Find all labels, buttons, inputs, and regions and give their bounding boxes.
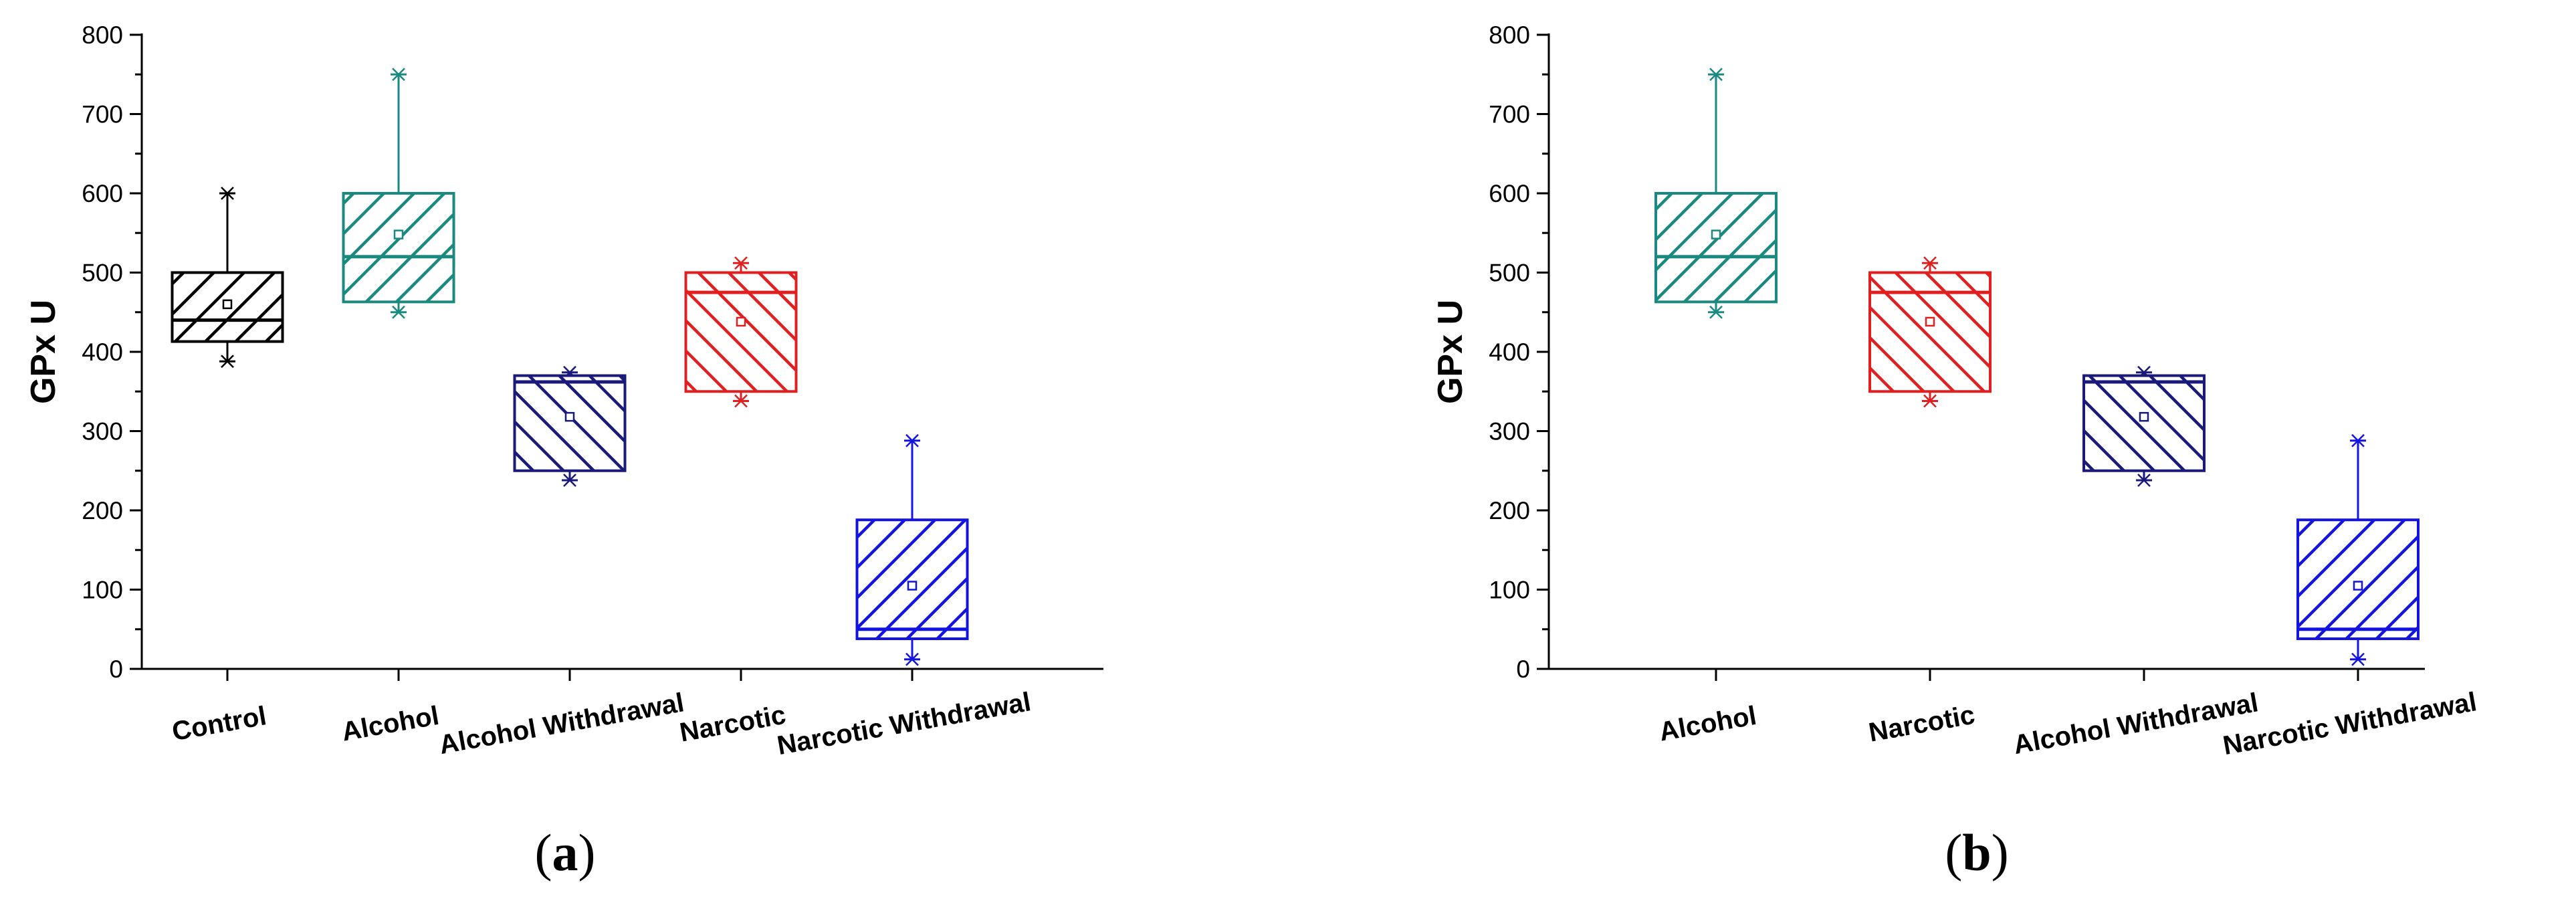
y-tick-label: 100 — [82, 577, 123, 604]
y-tick-label: 500 — [82, 260, 123, 287]
min-marker — [905, 652, 919, 666]
box-chart-a: 0 100 200 300 400 500 600 700 800 GPx U Control Alc… — [24, 21, 1103, 761]
box-narcotic-withdrawal — [2296, 433, 2420, 666]
mean-marker — [2139, 411, 2149, 422]
min-marker — [1709, 305, 1723, 319]
min-marker — [563, 474, 576, 487]
box-chart-b: 0 100 200 300 400 500 600 700 800 GPx U Alcohol Nar… — [1431, 21, 2479, 761]
y-tick-label: 0 — [109, 656, 123, 683]
y-tick-label: 100 — [1489, 577, 1530, 604]
max-marker — [392, 68, 405, 82]
x-tick-label: Control — [170, 701, 269, 746]
mean-marker — [393, 229, 404, 239]
min-marker — [221, 355, 234, 369]
y-tick-label: 300 — [1489, 418, 1530, 445]
y-tick-label: 400 — [1489, 338, 1530, 366]
x-tick-label: Alcohol — [340, 701, 441, 747]
box-alcohol — [342, 68, 455, 319]
box-alcohol — [1654, 68, 1778, 319]
y-tick-label: 700 — [82, 101, 123, 128]
x-tick-label: Narcotic — [677, 700, 788, 748]
iqr-box — [1654, 192, 1778, 304]
iqr-box — [2082, 374, 2206, 472]
box-narcotic — [1868, 256, 1992, 408]
mean-marker — [2353, 581, 2363, 591]
mean-marker — [736, 316, 746, 327]
box-narcotic — [684, 256, 798, 408]
max-marker — [1923, 256, 1937, 270]
y-tick-label: 600 — [1489, 180, 1530, 207]
iqr-box — [2296, 518, 2420, 640]
panel-label-a: (a) — [534, 823, 596, 882]
box-control — [171, 187, 284, 369]
mean-marker — [1711, 229, 1721, 239]
y-axis-label: GPx U — [24, 300, 63, 404]
max-marker — [2351, 433, 2365, 447]
min-marker — [1923, 394, 1937, 408]
x-tick-label: Narcotic — [1866, 700, 1977, 748]
box-alcohol-withdrawal — [2082, 365, 2206, 487]
box-alcohol-withdrawal — [513, 365, 627, 487]
max-marker — [1709, 68, 1723, 82]
iqr-box — [513, 374, 627, 472]
mean-marker — [907, 581, 918, 591]
y-tick-label: 500 — [1489, 260, 1530, 287]
x-tick-label: Alcohol Withdrawal — [2011, 688, 2260, 760]
min-marker — [734, 394, 748, 408]
min-marker — [2137, 474, 2151, 487]
y-tick-label: 0 — [1516, 656, 1530, 683]
y-tick-label: 400 — [82, 338, 123, 366]
y-tick-label: 600 — [82, 180, 123, 207]
x-tick-label: Alcohol — [1657, 701, 1759, 747]
x-tick-label: Narcotic Withdrawal — [775, 687, 1033, 761]
y-tick-label: 200 — [82, 497, 123, 524]
mean-marker — [222, 299, 233, 310]
max-marker — [734, 256, 748, 270]
y-tick-label: 700 — [1489, 101, 1530, 128]
iqr-box — [855, 518, 969, 640]
max-marker — [905, 433, 919, 447]
y-axis-label: GPx U — [1431, 300, 1470, 404]
y-tick-label: 200 — [1489, 497, 1530, 524]
y-tick-label: 300 — [82, 418, 123, 445]
iqr-box — [342, 192, 455, 304]
mean-marker — [1925, 316, 1935, 327]
y-tick-label: 800 — [82, 21, 123, 49]
panel-b: 0 100 200 300 400 500 600 700 800 GPx U Alcohol Nar… — [1288, 0, 2576, 905]
min-marker — [2351, 652, 2365, 666]
min-marker — [392, 305, 405, 319]
iqr-box — [1868, 271, 1992, 393]
panel-label-b: (b) — [1945, 823, 2009, 882]
x-tick-label: Alcohol Withdrawal — [437, 688, 686, 760]
box-narcotic-withdrawal — [855, 433, 969, 666]
panel-a: 0 100 200 300 400 500 600 700 800 GPx U Control Alc… — [24, 21, 1103, 882]
x-tick-label: Narcotic Withdrawal — [2221, 687, 2479, 761]
max-marker — [221, 187, 234, 200]
iqr-box — [684, 271, 798, 393]
mean-marker — [564, 411, 575, 422]
y-tick-label: 800 — [1489, 21, 1530, 49]
